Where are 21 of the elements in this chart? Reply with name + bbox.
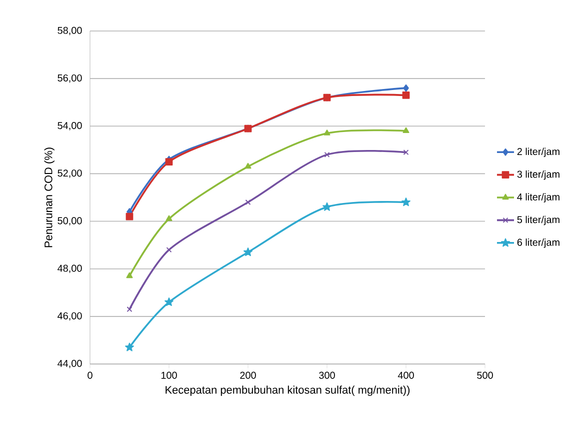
legend-label: 6 liter/jam	[517, 238, 560, 248]
legend-label: 3 liter/jam	[517, 170, 560, 180]
legend-label: 2 liter/jam	[517, 148, 560, 158]
x-tick-label: 300	[319, 372, 335, 379]
legend-label: 4 liter/jam	[517, 193, 560, 202]
y-tick-label: 48,00	[58, 264, 82, 273]
y-tick-label: 46,00	[58, 312, 82, 321]
x-tick-label: 100	[161, 372, 177, 379]
y-tick-label: 52,00	[58, 170, 82, 178]
legend-label: 5 liter/jam	[517, 216, 560, 226]
y-tick-label: 56,00	[58, 74, 82, 83]
x-axis-title: Kecepatan pembubuhan kitosan sulfat( mg/menit))	[166, 386, 410, 396]
y-axis-title: Penurunan COD (%)	[44, 148, 54, 248]
x-tick-label: 400	[398, 372, 414, 379]
y-tick-label: 44,00	[58, 360, 82, 368]
y-tick-label: 58,00	[58, 26, 82, 36]
x-tick-label: 200	[240, 372, 256, 379]
x-tick-label: 500	[477, 372, 493, 379]
y-tick-label: 50,00	[58, 217, 82, 226]
y-tick-label: 54,00	[58, 122, 82, 130]
x-tick-label: 0	[88, 372, 92, 379]
